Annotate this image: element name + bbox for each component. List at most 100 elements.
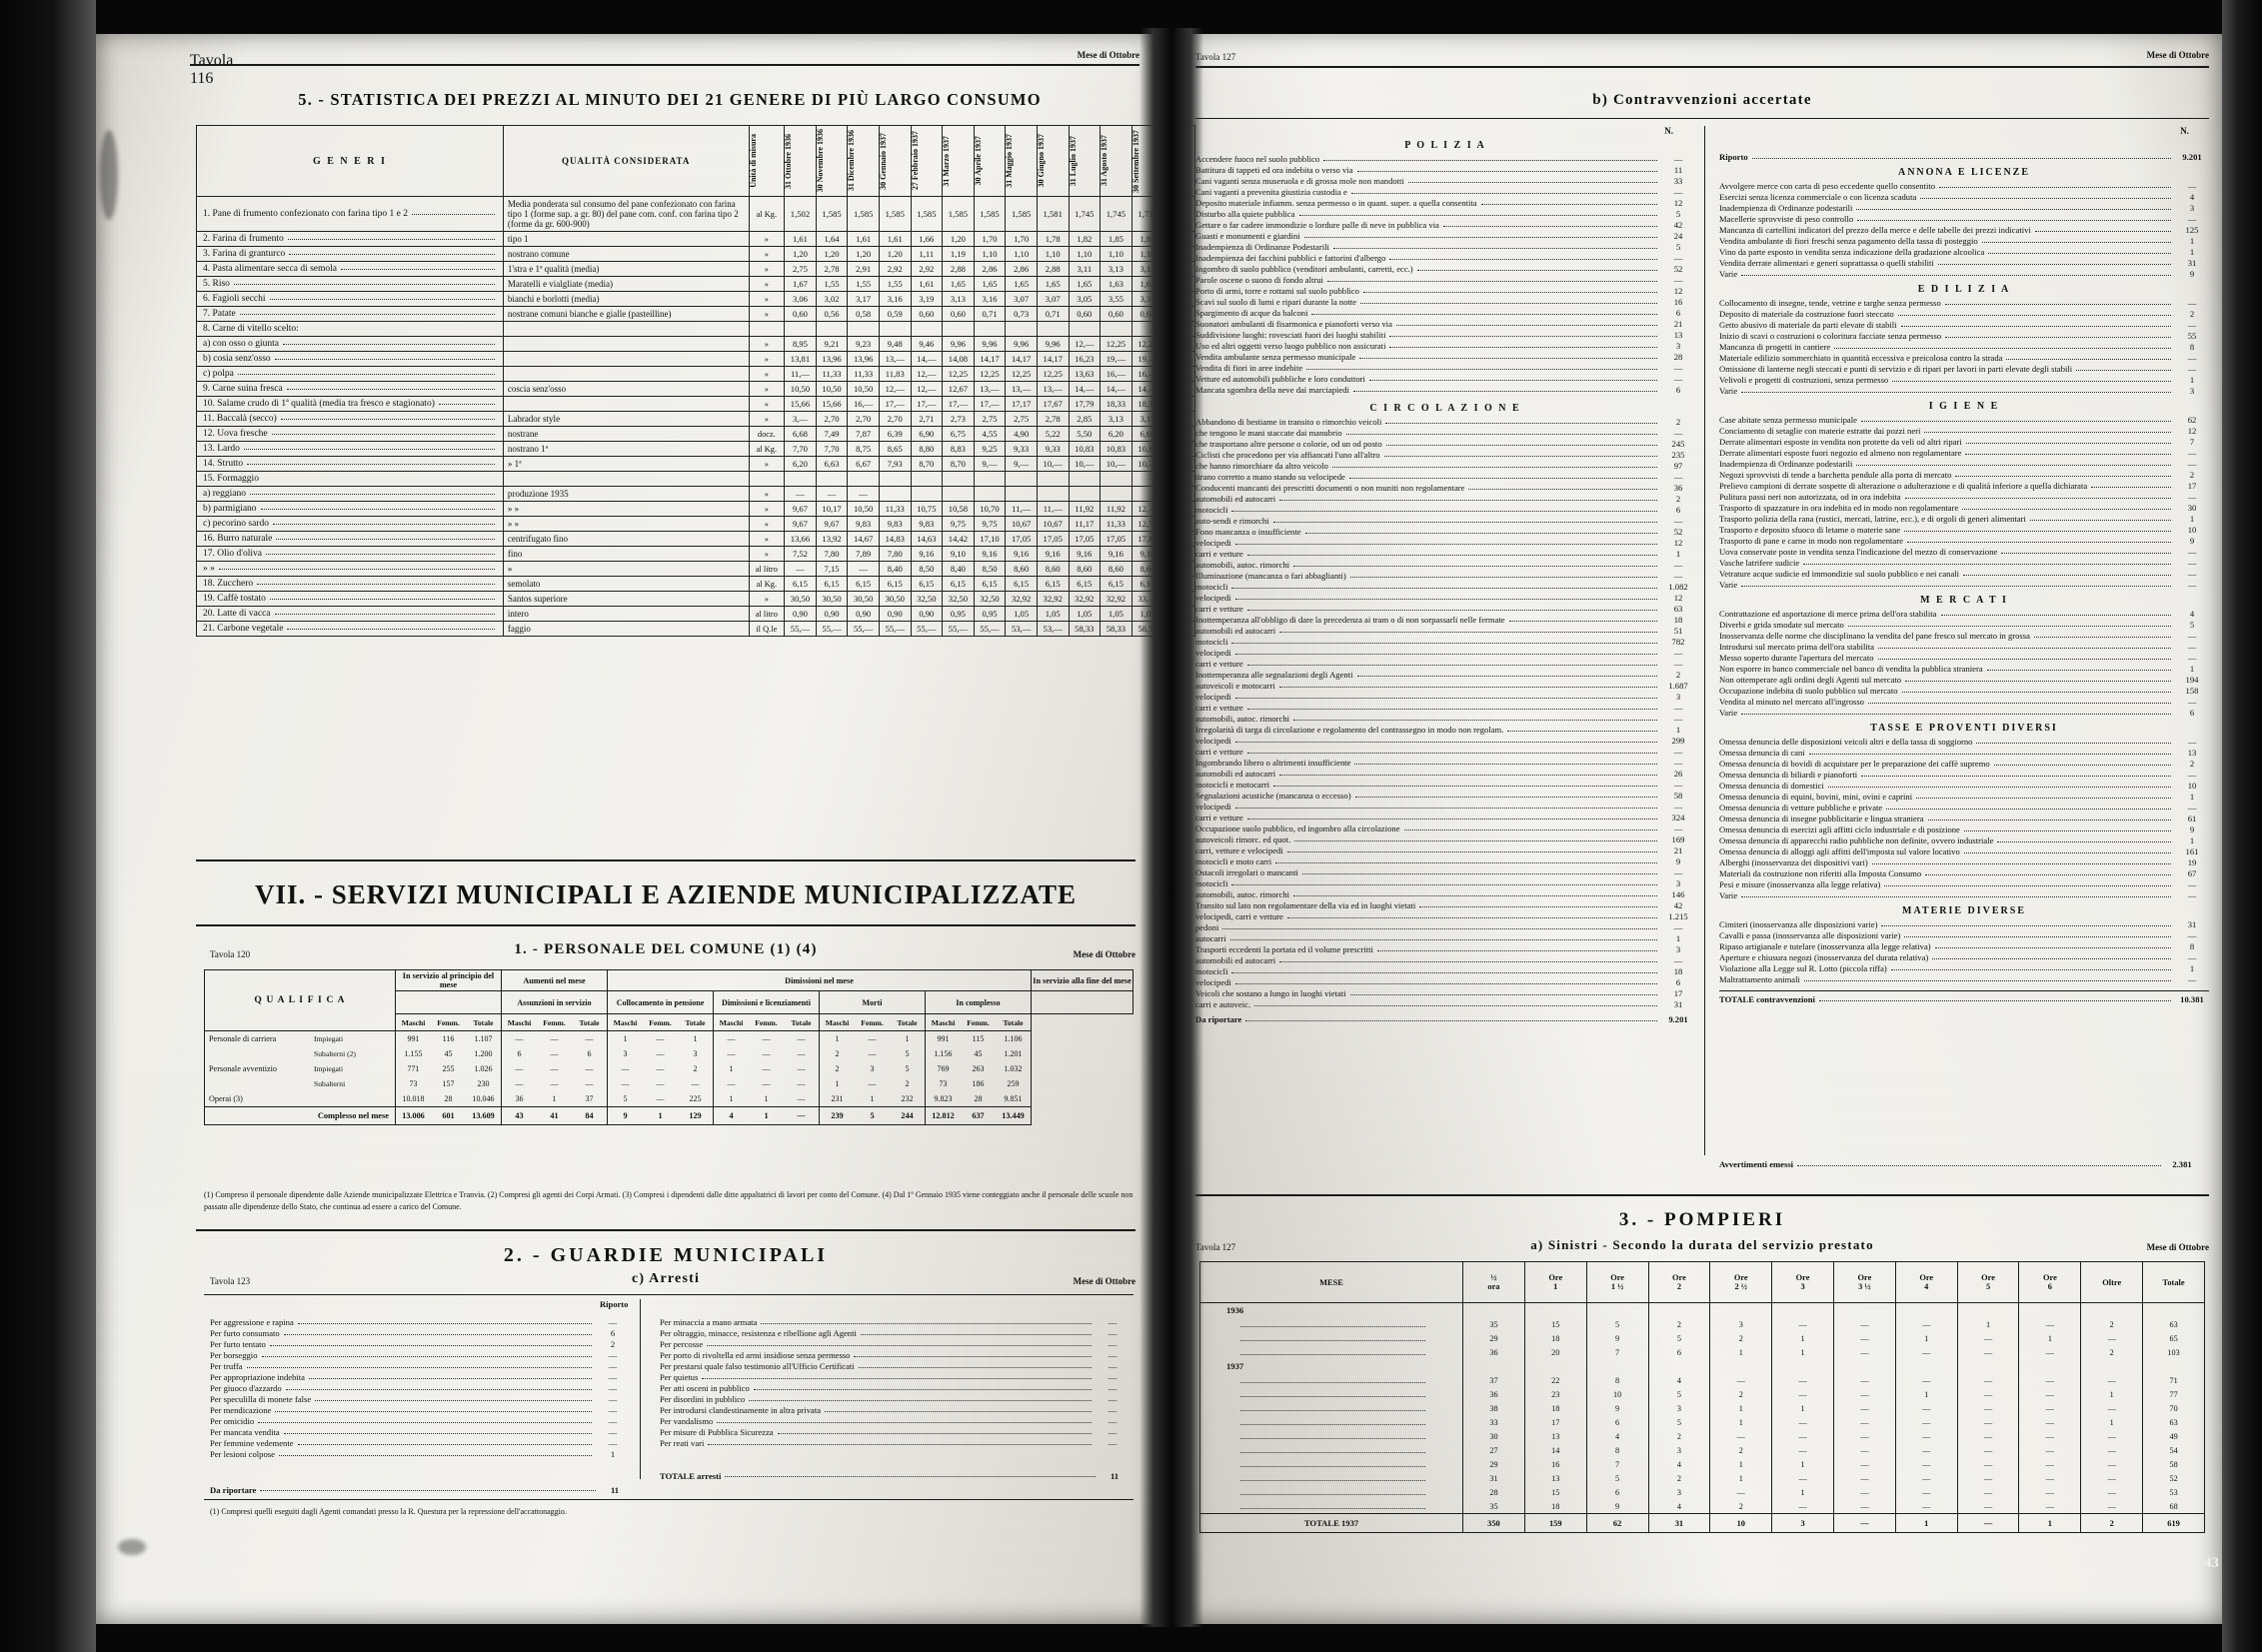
cell-total: 5 bbox=[855, 1106, 890, 1125]
tasse-value: 67 bbox=[2187, 868, 2197, 878]
mercati-value: 6 bbox=[2189, 708, 2195, 718]
dot-leader bbox=[1905, 681, 2171, 682]
dot-leader bbox=[283, 1334, 592, 1335]
cell-pompieri: — bbox=[1833, 1317, 1896, 1331]
tasse-label: Omessa denuncia di cani bbox=[1719, 748, 1805, 758]
dot-leader bbox=[1389, 347, 1657, 348]
cell-prezzo: 12,— bbox=[910, 366, 944, 382]
cell-prezzo bbox=[1036, 321, 1070, 337]
arresti-right-item: Per minaccia a mano armata — bbox=[660, 1317, 1130, 1328]
cell-empty bbox=[1586, 1302, 1649, 1317]
table-row: 9. Carne suina fresca coscia senz'osso» 10… bbox=[196, 381, 1195, 397]
igiene-label: Varie bbox=[1719, 580, 1738, 590]
cell-pompieri: — bbox=[2018, 1499, 2082, 1514]
cell-qualita: » » bbox=[502, 516, 750, 532]
dot-leader bbox=[1861, 776, 2171, 777]
annona-item: Avvolgere merce con carta di peso eccede… bbox=[1719, 181, 2209, 192]
cell-pompieri: 1 bbox=[1895, 1331, 1958, 1345]
cell-prezzo bbox=[973, 486, 1007, 502]
cell-personale: — bbox=[550, 1064, 559, 1073]
cell-prezzo bbox=[942, 321, 975, 337]
cell-unita: » bbox=[748, 231, 786, 247]
cell-pompieri: — bbox=[2018, 1387, 2082, 1401]
cell-prezzo: 30,50 bbox=[815, 591, 849, 607]
col-unita: Unità di misura bbox=[748, 134, 758, 188]
circolazione-item: motocicli 6 bbox=[1195, 505, 1695, 516]
circolazione-label: motocicli bbox=[1195, 505, 1228, 515]
cell-pompieri: 2 bbox=[2080, 1345, 2144, 1359]
cell-personale: 1 bbox=[764, 1094, 769, 1103]
dot-leader bbox=[1383, 456, 1657, 457]
circolazione-item: velocipedi — bbox=[1195, 802, 1695, 813]
polizia-value: — bbox=[1673, 374, 1683, 384]
pompieri-col-10: Ore 6 bbox=[2018, 1261, 2082, 1303]
tasse-item: Omessa denuncia di equini, bovini, mini,… bbox=[1719, 792, 2209, 803]
cell-prezzo: 8,60 bbox=[1005, 561, 1038, 577]
mercati-label: Contrattazione ed asportazione di merce … bbox=[1719, 609, 1937, 619]
table-row: Personale di carriera Impiegati 991 116 1.10… bbox=[204, 1030, 1133, 1046]
cell-empty bbox=[2142, 1302, 2205, 1317]
cell-prezzo: 9,16 bbox=[1068, 546, 1102, 562]
cell-pompieri: — bbox=[2018, 1345, 2082, 1359]
cell-prezzo bbox=[878, 486, 912, 502]
right-table-ref: Tavola 127 bbox=[1195, 52, 1236, 62]
cell-personale: 45 bbox=[444, 1049, 453, 1058]
cell-prezzo bbox=[1100, 321, 1132, 337]
cell-prezzo: 0,90 bbox=[815, 606, 849, 622]
arresti-right-item: Per atti osceni in pubblico — bbox=[660, 1383, 1130, 1394]
circolazione-item: Illuminazione (mancanza o fari abbaglian… bbox=[1195, 571, 1695, 582]
circolazione-value: 6 bbox=[1675, 505, 1681, 515]
tasse-item: Omessa denuncia di biliardi e pianoforti… bbox=[1719, 770, 2209, 781]
circolazione-label: carri e vetture bbox=[1195, 549, 1243, 559]
pompieri-col-9: Ore 5 bbox=[1957, 1261, 2020, 1303]
arresti-left-item: Per furto tentato 2 bbox=[210, 1339, 630, 1350]
cell-pompieri: 8 bbox=[1586, 1373, 1649, 1387]
cell-pompieri: — bbox=[1957, 1331, 2020, 1345]
cell-pompieri: 52 bbox=[2142, 1471, 2205, 1485]
dot-leader bbox=[1741, 392, 2171, 393]
polizia-value: 3 bbox=[1675, 341, 1681, 351]
annona-list: Avvolgere merce con carta di peso eccede… bbox=[1719, 181, 2209, 280]
table-row: 14. Strutto» 1ª» 6,20 6,63 6,67 7,93 8,70 8,70… bbox=[196, 456, 1195, 472]
cell-prezzo: 8,60 bbox=[1036, 561, 1070, 577]
polizia-value: 28 bbox=[1673, 352, 1683, 362]
col-sub-totale: Totale bbox=[678, 1013, 714, 1031]
pompieri-col-5: Ore 2 ½ bbox=[1709, 1261, 1773, 1303]
arresti-left-item: Per mancata vendita — bbox=[210, 1427, 630, 1438]
cell-pompieri: — bbox=[1833, 1373, 1896, 1387]
tasse-label: Omessa denuncia delle disposizioni veico… bbox=[1719, 737, 1973, 747]
cell-genere: » » bbox=[196, 561, 504, 577]
cell-pompieri: 5 bbox=[1586, 1317, 1649, 1331]
cell-prezzo: 2,70 bbox=[878, 411, 912, 427]
mercati-item: Non ottemperare agli ordini degli Agenti… bbox=[1719, 675, 2209, 686]
cell-prezzo: 10,— bbox=[1100, 456, 1132, 472]
igiene-item: Uova conservate poste in vendita senza l… bbox=[1719, 547, 2209, 558]
cell-total: 84 bbox=[572, 1106, 608, 1125]
cell-prezzo: 9,25 bbox=[973, 441, 1007, 457]
materie-total: TOTALE contravvenzioni 10.381 bbox=[1719, 990, 2209, 1005]
cell-pompieri: 10 bbox=[1586, 1387, 1649, 1401]
cell-prezzo: 1,585 bbox=[878, 196, 912, 232]
dot-leader bbox=[1856, 465, 2171, 466]
cell-personale: 3 bbox=[870, 1064, 875, 1073]
dot-leader bbox=[1927, 820, 2171, 821]
pompieri-title: 3. - POMPIERI bbox=[1618, 1209, 1786, 1230]
cell-personale: — bbox=[656, 1034, 665, 1043]
cell-prezzo: 17,79 bbox=[1068, 396, 1102, 412]
cell-prezzo: 17,05 bbox=[1068, 531, 1102, 547]
cell-total: 13.609 bbox=[466, 1106, 502, 1125]
circolazione-item: autoveicoli e motocarri 1.687 bbox=[1195, 681, 1695, 692]
hrule bbox=[1195, 118, 2209, 119]
dot-leader bbox=[1944, 304, 2171, 305]
col-sub-maschi: Maschi bbox=[819, 1013, 855, 1031]
cell-personale: — bbox=[762, 1064, 771, 1073]
circolazione-label: automobili, autoc. rimorchi bbox=[1195, 560, 1290, 570]
dot-leader bbox=[297, 1444, 592, 1445]
cell-prezzo: 1,67 bbox=[784, 276, 817, 292]
cell-prezzo: 3,13 bbox=[1100, 411, 1132, 427]
circolazione-value: 42 bbox=[1673, 900, 1683, 910]
annona-value: 3 bbox=[2189, 203, 2195, 213]
col-sub-totale: Totale bbox=[996, 1013, 1032, 1031]
cell-prezzo: 7,89 bbox=[847, 546, 880, 562]
arresti-left-value: — bbox=[608, 1350, 618, 1360]
